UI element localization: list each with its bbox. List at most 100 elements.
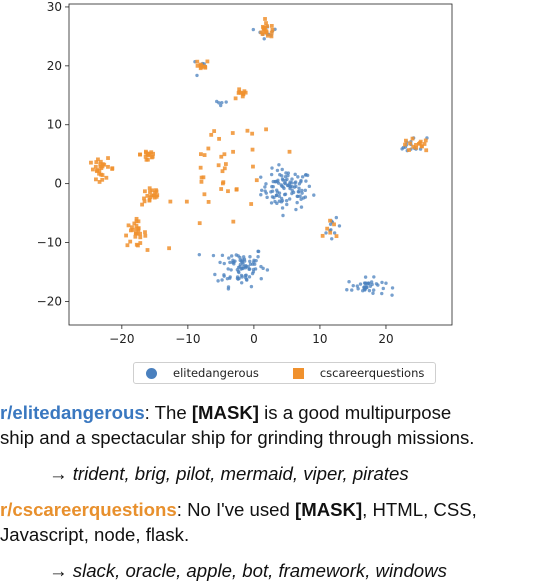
elitedangerous-point — [364, 284, 368, 289]
cscareerquestions-point — [325, 226, 330, 231]
cscareerquestions-point — [424, 148, 429, 153]
scatter-points — [89, 17, 429, 297]
elitedangerous-point — [277, 191, 282, 195]
cscareerquestions-point — [134, 219, 139, 224]
elitedangerous-point — [374, 282, 379, 286]
cscareerquestions-point — [142, 196, 146, 201]
elitedangerous-point — [351, 283, 355, 288]
legend-square-marker — [292, 367, 304, 379]
cscareerquestions-point — [328, 230, 333, 235]
y-tick-label: −10 — [37, 236, 62, 250]
elitedangerous-point — [384, 281, 388, 285]
legend-item-elitedangerous: elitedangerous — [146, 366, 259, 380]
elitedangerous-point — [224, 100, 228, 104]
elitedangerous-point — [307, 184, 312, 189]
elitedangerous-point — [220, 100, 224, 105]
elitedangerous-point — [294, 207, 298, 212]
x-tick-label: 20 — [378, 332, 393, 346]
elitedangerous-point — [278, 173, 282, 177]
y-tick-label: 30 — [47, 0, 62, 14]
elitedangerous-point — [277, 194, 282, 198]
cscareerquestions-point — [219, 187, 224, 191]
cscareerquestions-point — [94, 169, 99, 174]
prediction-list: trident, brig, pilot, mermaid, viper, pi… — [72, 463, 409, 484]
cscareerquestions-point — [264, 127, 268, 132]
cscareerquestions-point — [220, 169, 225, 174]
elitedangerous-point — [265, 268, 270, 272]
elitedangerous-point — [293, 180, 298, 184]
elitedangerous-point — [226, 267, 230, 271]
cscareerquestions-point — [263, 17, 267, 21]
elitedangerous-point — [294, 184, 298, 189]
elitedangerous-point — [299, 180, 303, 184]
cscareerquestions-point — [226, 189, 230, 194]
elitedangerous-point — [355, 284, 360, 288]
elitedangerous-point — [299, 205, 304, 209]
elitedangerous-point — [269, 201, 274, 205]
legend: elitedangerous cscareerquestions — [133, 362, 436, 384]
elitedangerous-point — [312, 193, 316, 197]
cscareerquestions-point — [223, 162, 228, 166]
x-tick-label: 0 — [250, 332, 258, 346]
cscareerquestions-point — [142, 199, 147, 204]
elitedangerous-point — [227, 256, 231, 260]
elitedangerous-point — [280, 177, 285, 181]
cscareerquestions-point — [270, 27, 275, 32]
cscareerquestions-point — [98, 159, 103, 164]
elitedangerous-point — [270, 195, 275, 199]
elitedangerous-point — [283, 192, 288, 196]
example-2-predictions: → slack, oracle, apple, bot, framework, … — [49, 558, 529, 583]
elitedangerous-point — [330, 237, 334, 241]
cscareerquestions-point — [217, 136, 221, 141]
elitedangerous-point — [270, 184, 274, 189]
example-1-predictions: → trident, brig, pilot, mermaid, viper, … — [49, 461, 529, 486]
elitedangerous-point — [381, 286, 385, 291]
elitedangerous-point — [350, 288, 354, 292]
cscareerquestions-point — [133, 231, 138, 236]
x-tick-label: −10 — [175, 332, 200, 346]
subreddit-cscareerquestions: r/cscareerquestions — [0, 499, 177, 520]
cscareerquestions-point — [212, 129, 217, 133]
cscareerquestions-point — [206, 146, 211, 151]
elitedangerous-point — [296, 175, 300, 179]
cscareerquestions-point — [237, 87, 242, 92]
cscareerquestions-point — [93, 164, 98, 169]
elitedangerous-point — [228, 260, 232, 265]
cscareerquestions-point — [147, 186, 152, 191]
cscareerquestions-point — [138, 235, 143, 240]
x-tick-label: 10 — [312, 332, 327, 346]
cscareerquestions-point — [236, 91, 241, 95]
y-axis: −20 −10 0 10 20 30 — [37, 0, 69, 308]
cscareerquestions-point — [133, 234, 138, 239]
elitedangerous-point — [358, 282, 363, 286]
elitedangerous-point — [263, 185, 267, 189]
sentence-part: , HTML, CSS, — [362, 499, 477, 520]
elitedangerous-point — [248, 262, 253, 266]
elitedangerous-point — [334, 215, 339, 220]
elitedangerous-point — [295, 194, 299, 198]
cscareerquestions-point — [110, 166, 115, 171]
elitedangerous-point — [241, 255, 246, 259]
elitedangerous-point — [270, 166, 274, 170]
cscareerquestions-point — [136, 243, 140, 248]
cscareerquestions-point — [404, 138, 408, 143]
cscareerquestions-point — [136, 219, 141, 224]
elitedangerous-point — [279, 183, 283, 187]
cscareerquestions-point — [320, 233, 325, 238]
elitedangerous-point — [248, 259, 252, 264]
cscareerquestions-point — [250, 147, 255, 152]
cscareerquestions-point — [203, 64, 208, 69]
y-tick-label: 10 — [47, 118, 62, 132]
legend-item-cscareerquestions: cscareerquestions — [292, 366, 424, 380]
cscareerquestions-point — [230, 131, 235, 135]
elitedangerous-point — [365, 282, 370, 286]
mask-token: [MASK] — [295, 499, 363, 520]
elitedangerous-point — [249, 284, 254, 289]
cscareerquestions-point — [423, 138, 428, 143]
cscareerquestions-point — [241, 91, 245, 96]
cscareerquestions-point — [407, 148, 411, 152]
cscareerquestions-point — [199, 62, 203, 67]
elitedangerous-point — [286, 173, 290, 178]
cscareerquestions-point — [147, 198, 152, 203]
cscareerquestions-point — [134, 227, 139, 232]
